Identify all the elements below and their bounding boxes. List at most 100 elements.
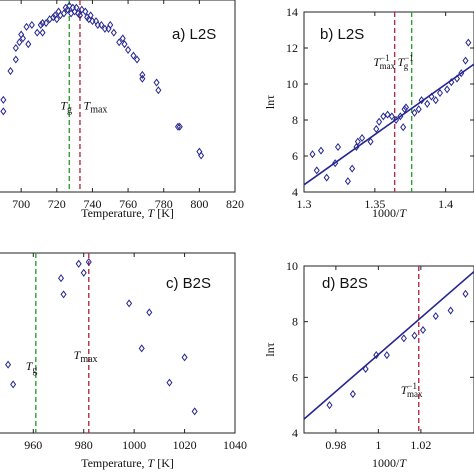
x-tick-label: 1.35 xyxy=(364,197,385,211)
data-point xyxy=(453,74,461,83)
data-point xyxy=(198,151,205,160)
y-tick-label: 10 xyxy=(286,77,298,91)
data-point xyxy=(354,137,361,146)
y-tick-label: 4 xyxy=(292,185,298,199)
panel-label: b) L2S xyxy=(320,26,364,43)
data-point xyxy=(349,164,356,173)
data-point xyxy=(462,56,469,65)
y-axis-label: lnτ xyxy=(263,342,277,356)
data-point xyxy=(436,88,444,98)
y-tick-label: 14 xyxy=(286,5,298,19)
annotation-tg: Tg xyxy=(26,359,38,376)
x-tick-label: 1020 xyxy=(173,438,197,452)
data-point xyxy=(373,351,380,360)
data-point xyxy=(448,78,455,87)
data-point xyxy=(60,290,67,299)
fit-line xyxy=(303,270,474,420)
x-tick-label: 1.4 xyxy=(438,197,453,211)
data-point xyxy=(174,122,182,131)
data-point xyxy=(465,38,472,47)
data-point xyxy=(191,407,198,416)
annotation-tmax: Tmax xyxy=(74,348,98,365)
panel-label: c) B2S xyxy=(166,275,211,292)
data-point xyxy=(82,7,89,16)
annotation-tmax: T−1 max xyxy=(401,381,423,399)
panel-a: 700 720 740 760 780 800 820 Temperature, T [K] a… xyxy=(0,0,244,220)
data-point xyxy=(7,67,14,76)
data-point xyxy=(411,331,418,340)
x-axis-label: Temperature, T [K] xyxy=(81,206,174,220)
data-point xyxy=(25,40,32,49)
x-axis-label: 1000/T xyxy=(372,206,407,220)
axes-frame xyxy=(303,11,474,193)
data-point xyxy=(76,11,83,20)
axes-frame xyxy=(0,252,236,434)
data-point xyxy=(16,38,23,47)
data-point xyxy=(87,11,94,20)
annotation-tg: Tg xyxy=(60,98,72,115)
data-point xyxy=(58,274,65,283)
data-point xyxy=(130,51,137,60)
data-point xyxy=(125,45,132,54)
data-point xyxy=(400,334,407,343)
data-point xyxy=(326,401,333,410)
data-point xyxy=(176,122,183,131)
panel-c: 960 980 1000 1020 1040 Temperature, T [K] c) B… xyxy=(0,252,247,470)
x-tick-label: 980 xyxy=(75,438,93,452)
data-point xyxy=(139,74,146,83)
data-point xyxy=(5,360,12,369)
data-point xyxy=(37,20,44,29)
data-point xyxy=(39,28,46,37)
data-point xyxy=(367,137,374,146)
data-point xyxy=(107,20,114,29)
data-point xyxy=(12,43,19,53)
data-point xyxy=(418,96,425,105)
data-point xyxy=(344,177,351,186)
x-axis-label: Temperature, T [K] xyxy=(81,456,174,470)
x-tick-label: 780 xyxy=(155,197,173,211)
data-point xyxy=(116,38,123,47)
data-point xyxy=(66,1,73,10)
data-point xyxy=(428,92,435,101)
data-point xyxy=(376,117,383,126)
data-point xyxy=(139,70,146,79)
data-point xyxy=(73,3,80,12)
data-point xyxy=(80,268,87,277)
x-tick-label: 800 xyxy=(190,197,208,211)
y-tick-label: 8 xyxy=(292,113,298,127)
y-tick-label: 12 xyxy=(286,41,298,55)
data-point xyxy=(98,20,105,29)
x-tick-label: 1000 xyxy=(122,438,146,452)
data-point xyxy=(373,124,380,134)
data-point xyxy=(397,112,404,121)
data-point xyxy=(43,19,50,28)
y-tick-label: 8 xyxy=(292,315,298,329)
x-tick-label: 720 xyxy=(48,197,66,211)
data-point xyxy=(447,306,454,315)
data-point xyxy=(19,34,26,43)
x-tick-label: 960 xyxy=(24,438,42,452)
x-tick-label: 1040 xyxy=(223,438,247,452)
panel-d: 0.98 1 1.02 4 6 8 10 1000/T lnτ d) B2S T−1 max xyxy=(263,259,474,470)
data-point xyxy=(415,105,422,114)
annotation-tg: T−1 g xyxy=(398,53,414,71)
data-point xyxy=(393,115,400,125)
data-point xyxy=(353,142,360,152)
y-tick-label: 6 xyxy=(292,370,298,384)
y-axis-label: lnτ xyxy=(263,95,277,109)
data-point xyxy=(411,108,418,117)
fit-line xyxy=(303,63,474,186)
data-point xyxy=(53,15,60,24)
data-point xyxy=(313,166,320,175)
data-point xyxy=(78,5,85,14)
x-tick-label: 1.3 xyxy=(297,197,312,211)
y-tick-label: 6 xyxy=(292,149,298,163)
panel-b: 1.3 1.35 1.4 4 6 8 10 12 14 1000/T lnτ b) L2S T−1 max… xyxy=(263,5,474,220)
data-point xyxy=(0,107,7,116)
axes-frame xyxy=(0,0,236,193)
data-point xyxy=(0,95,7,104)
data-point xyxy=(334,142,342,152)
data-point xyxy=(23,22,30,31)
data-point xyxy=(85,257,92,267)
x-tick-label: 740 xyxy=(83,197,101,211)
